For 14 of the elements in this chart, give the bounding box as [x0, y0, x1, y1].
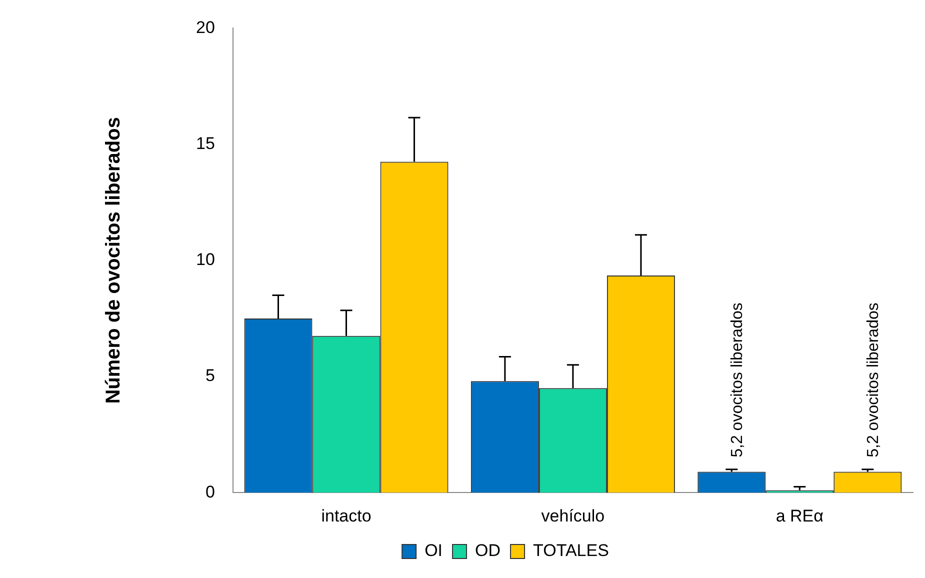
x-tick-label: vehículo — [541, 506, 605, 526]
x-tick-label: a REα — [776, 506, 824, 526]
y-axis-title: Número de ovocitos liberados — [102, 117, 125, 404]
x-tick-label: intacto — [321, 506, 372, 526]
y-tick-label: 15 — [196, 134, 215, 153]
legend-label: OD — [475, 541, 501, 560]
y-tick-label: 0 — [205, 482, 215, 502]
legend-label: OI — [424, 541, 443, 560]
annotation: 5,2 ovocitos liberados — [729, 302, 746, 458]
y-tick-label: 10 — [196, 250, 215, 270]
legend-label: TOTALES — [533, 541, 609, 560]
y-tick-label: 5 — [205, 366, 215, 386]
annotation: 5,2 ovocitos liberados — [865, 302, 882, 458]
y-tick-label: 20 — [196, 18, 215, 37]
